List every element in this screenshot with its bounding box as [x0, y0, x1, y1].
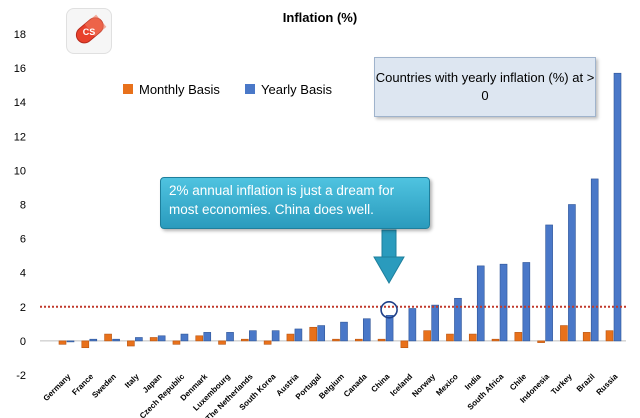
note-text: Countries with yearly inflation (%) at >…: [375, 70, 595, 103]
bar-yearly: [545, 224, 553, 342]
bar-yearly: [522, 262, 531, 342]
bar-monthly: [491, 338, 500, 342]
x-tick-label: Mexico: [434, 372, 460, 398]
y-tick-label: 16: [14, 63, 26, 75]
bar-monthly: [537, 340, 545, 343]
bar-yearly: [499, 263, 508, 342]
bar-monthly: [149, 337, 158, 342]
bar-yearly: [568, 204, 576, 342]
bar-monthly: [241, 338, 249, 342]
bar-monthly: [400, 340, 409, 349]
bar-monthly: [309, 326, 318, 342]
x-tick-label: Russia: [594, 372, 619, 397]
bar-yearly: [66, 340, 75, 343]
plot-area: [40, 72, 626, 349]
bar-yearly: [454, 297, 462, 342]
y-tick-label: 0: [20, 336, 26, 348]
bar-monthly: [218, 340, 226, 345]
y-tick-label: 8: [20, 200, 26, 212]
bar-yearly: [476, 265, 485, 342]
x-tick-label: Belgium: [317, 372, 346, 401]
bar-monthly: [582, 332, 591, 342]
y-tick-label: 2: [20, 302, 26, 314]
bar-monthly: [605, 330, 614, 342]
y-tick-label: 12: [14, 131, 26, 143]
x-tick-label: Sweden: [90, 372, 118, 400]
bar-monthly: [195, 335, 204, 342]
bar-yearly: [340, 321, 348, 342]
callout-text: 2% annual inflation is just a dream for …: [169, 183, 395, 217]
bar-monthly: [81, 340, 90, 349]
x-tick-label: Germany: [42, 372, 73, 403]
y-tick-label: 10: [14, 165, 26, 177]
bar-monthly: [172, 340, 181, 345]
bar-monthly: [446, 333, 454, 342]
bar-monthly: [514, 332, 523, 342]
legend-swatch-monthly: [123, 84, 133, 94]
x-tick-label: Chile: [508, 372, 529, 393]
y-axis: -2 0 2 4 6 8 10 12 14 16 18: [14, 29, 26, 382]
bar-monthly: [468, 333, 477, 342]
china-highlight-circle: [380, 300, 398, 319]
bar-monthly: [423, 330, 431, 342]
bar-monthly: [263, 340, 272, 345]
bar-yearly: [271, 330, 280, 342]
bar-yearly: [613, 72, 622, 342]
note-box: Countries with yearly inflation (%) at >…: [374, 57, 596, 117]
y-tick-label: 18: [14, 29, 26, 41]
x-tick-label: Norway: [410, 372, 437, 399]
x-tick-label: India: [463, 372, 483, 392]
logo-text: CS: [83, 27, 96, 37]
pill-logo-icon: CS: [66, 8, 112, 54]
bar-yearly: [180, 333, 189, 342]
x-tick-label: Italy: [123, 372, 141, 390]
bar-yearly: [385, 315, 394, 342]
bar-yearly: [590, 178, 599, 342]
x-tick-label: Turkey: [549, 372, 574, 397]
bar-yearly: [294, 328, 303, 342]
bar-monthly: [104, 333, 112, 342]
bar-monthly: [560, 325, 568, 342]
x-tick-label: Canada: [342, 372, 369, 399]
callout-arrow-icon: [373, 229, 405, 285]
bar-yearly: [135, 337, 143, 342]
bar-monthly: [377, 338, 386, 342]
bar-yearly: [112, 338, 120, 342]
bar-monthly: [58, 340, 67, 345]
legend-label-yearly: Yearly Basis: [261, 82, 333, 97]
bar-monthly: [286, 333, 295, 342]
bar-monthly: [127, 340, 135, 347]
bar-yearly: [89, 338, 98, 342]
legend-swatch-yearly: [245, 84, 255, 94]
bar-yearly: [249, 330, 257, 342]
legend: Monthly Basis Yearly Basis: [123, 82, 333, 97]
bar-yearly: [157, 335, 166, 342]
y-tick-label: 6: [20, 234, 26, 246]
y-tick-label: 14: [14, 97, 26, 109]
chart-title: Inflation (%): [283, 10, 357, 25]
legend-label-monthly: Monthly Basis: [139, 82, 220, 97]
y-tick-label: 4: [20, 268, 26, 280]
bar-yearly: [203, 332, 212, 342]
bar-yearly: [362, 318, 371, 342]
y-tick-label: -2: [16, 370, 26, 382]
bar-yearly: [317, 325, 326, 342]
bar-yearly: [431, 304, 439, 342]
bar-monthly: [332, 338, 340, 342]
bar-yearly: [226, 332, 234, 342]
callout-box: 2% annual inflation is just a dream for …: [160, 177, 430, 229]
bar-yearly: [408, 308, 417, 342]
bar-monthly: [354, 338, 363, 342]
